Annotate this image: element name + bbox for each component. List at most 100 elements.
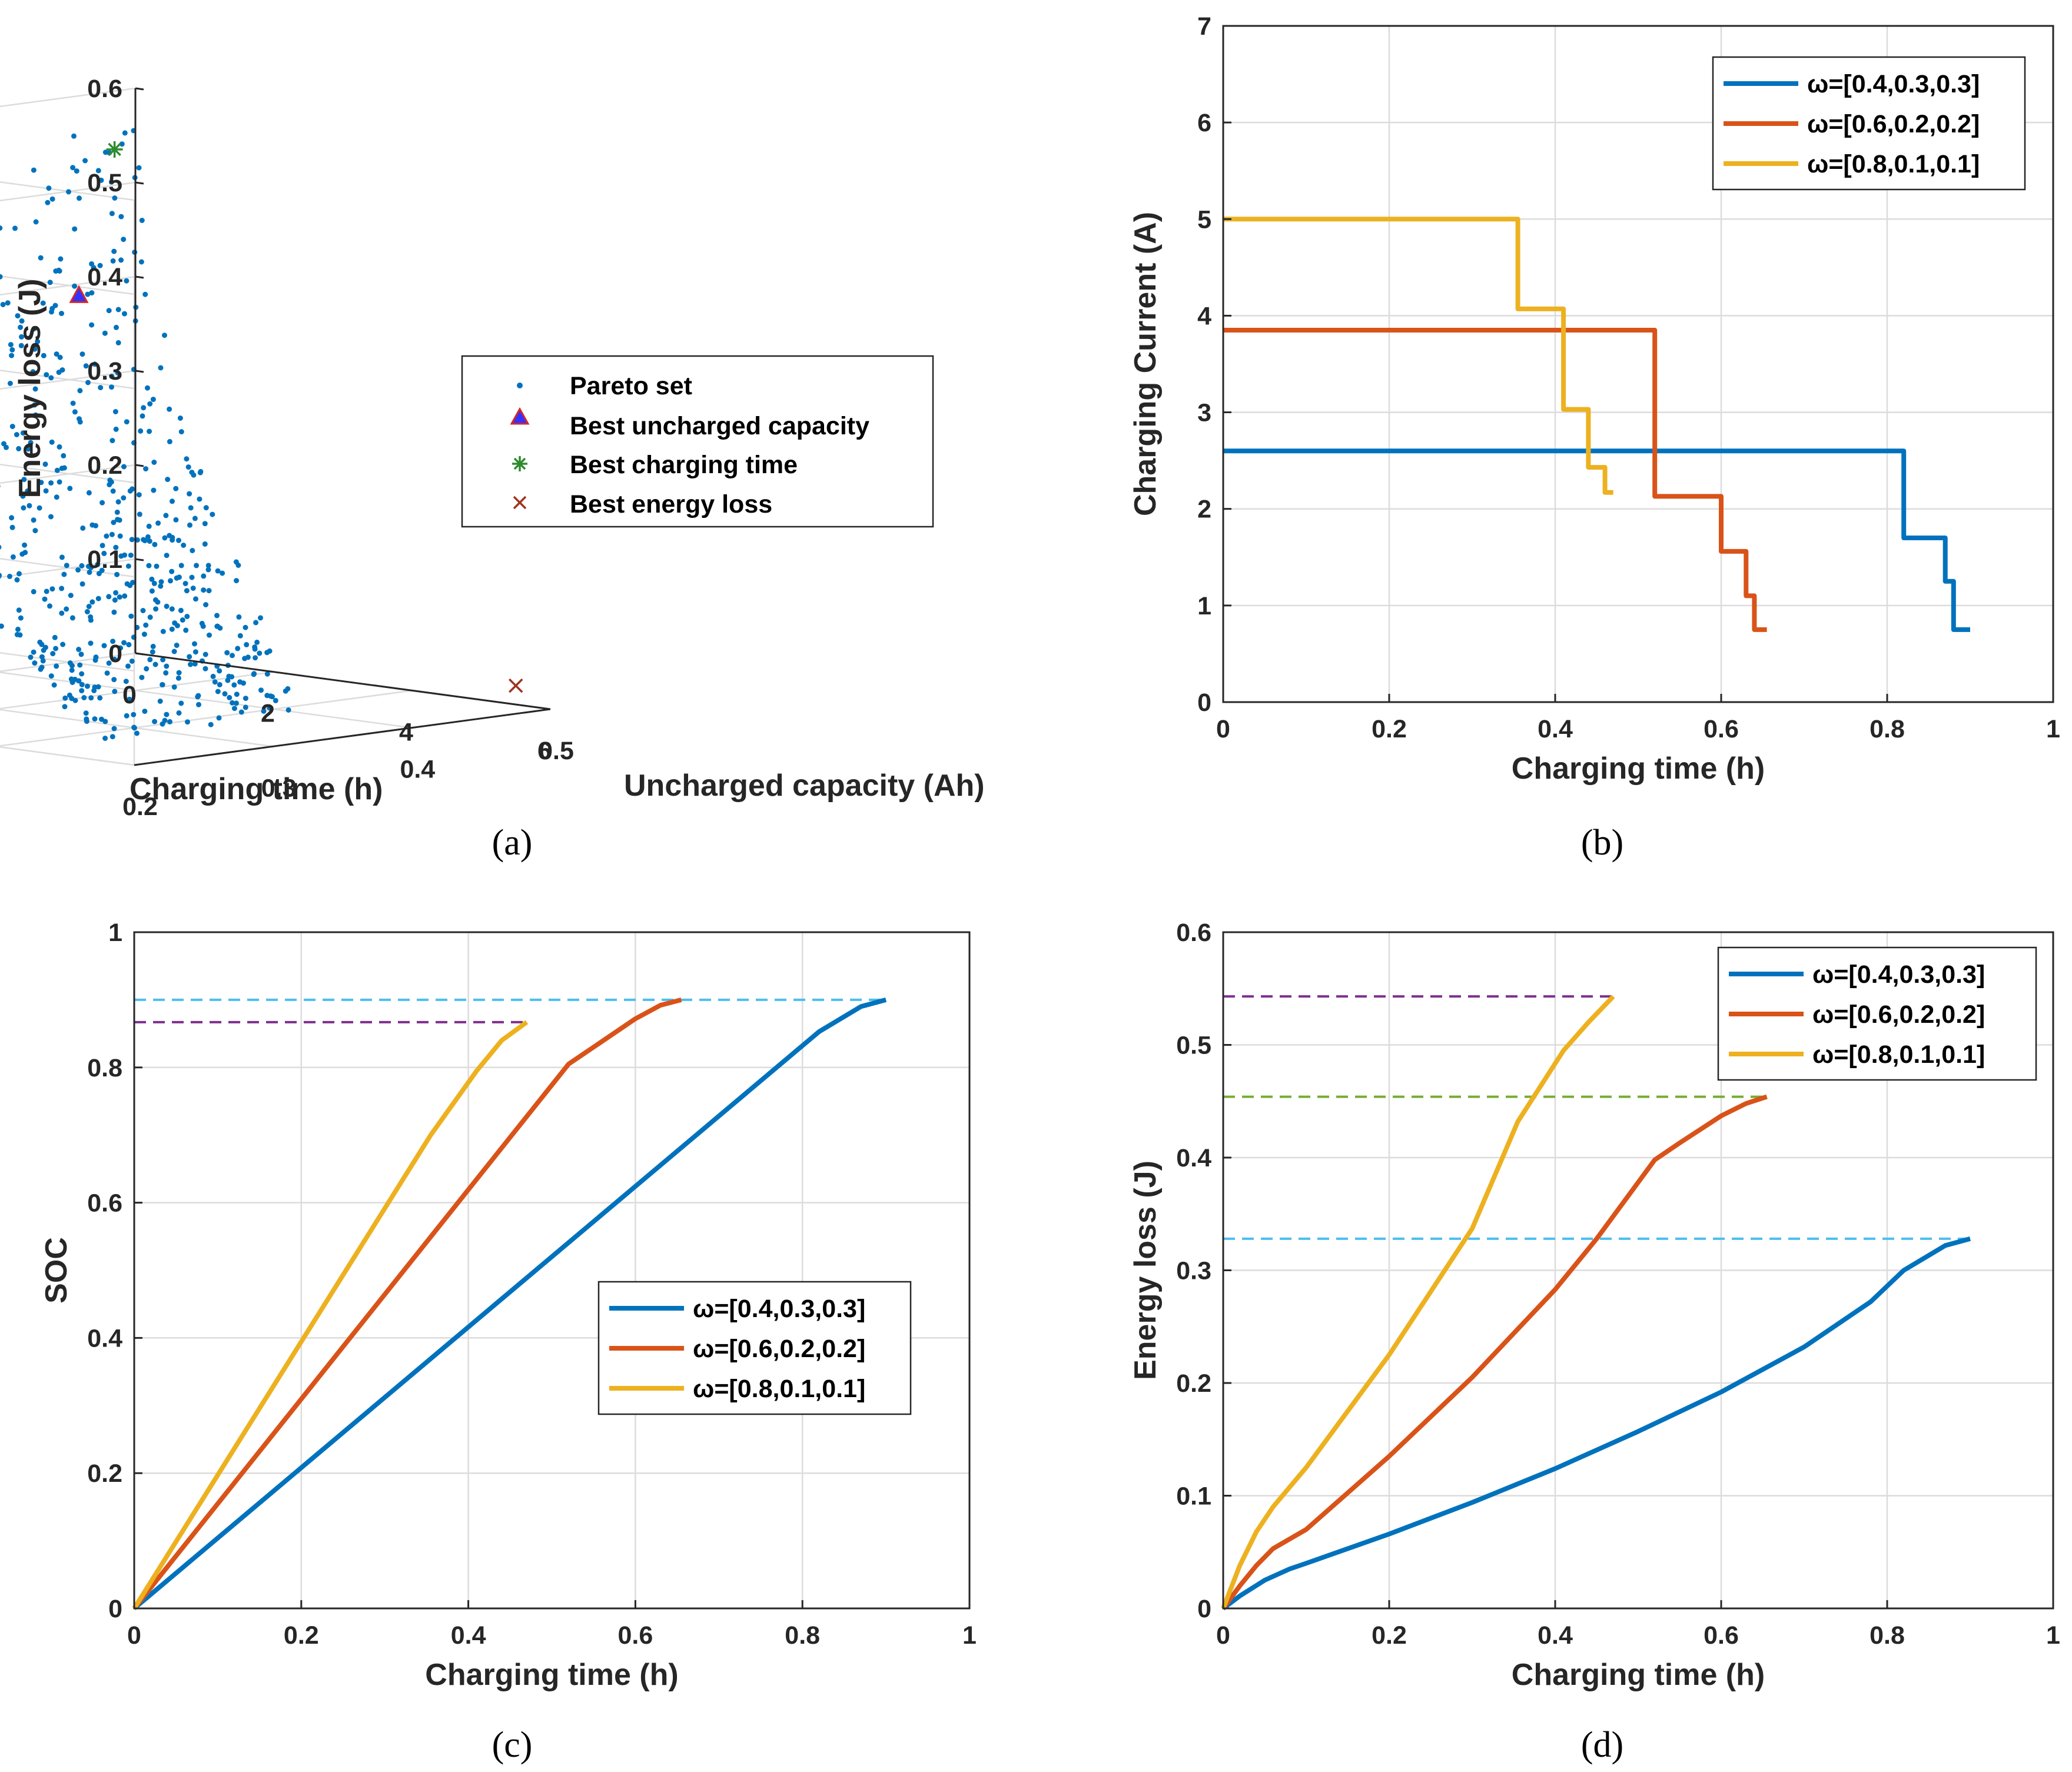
b-legend-entry-blue: ω=[0.4,0.3,0.3] [1807,70,1980,98]
legend-triangle-icon [510,407,530,425]
pareto-point [61,465,67,471]
pareto-point [79,671,85,677]
pareto-point [25,446,31,452]
pareto-point [177,415,183,421]
a-x-tick-label: 6 [537,737,552,765]
pareto-point [141,631,147,637]
d-x-tick-label: 0.8 [1870,1621,1905,1650]
pareto-point [145,385,150,391]
pareto-point [95,561,101,567]
pareto-point [58,256,64,262]
pareto-point [115,307,121,312]
pareto-point [71,133,77,139]
pareto-point [72,697,78,703]
pareto-point [202,521,208,527]
best-energy-loss-marker [509,678,523,693]
c-series-blue [132,998,887,1611]
b-y-tick-label: 5 [1197,205,1211,234]
pareto-point [99,543,105,548]
pareto-point [234,700,239,706]
pareto-point [122,130,128,136]
pareto-point [106,308,112,314]
pareto-point [102,719,108,724]
pareto-point [85,380,91,385]
pareto-point [127,583,133,589]
pareto-point [0,274,3,280]
pareto-point [187,491,192,497]
pareto-point [164,712,170,717]
pareto-point [125,663,131,669]
pareto-point [16,607,22,613]
pareto-point [21,477,27,483]
pareto-point [77,388,83,394]
pareto-point [83,363,89,369]
pareto-point [132,725,137,731]
pareto-point [45,200,51,205]
pareto-point [14,432,19,437]
pareto-point [32,386,38,392]
pareto-point [50,651,56,657]
panel-a-y-tick-labels: 0.2 0.3 0.4 0.5 [122,737,574,821]
pareto-point [192,641,197,647]
pareto-point [15,313,21,319]
pareto-point [206,588,212,594]
pareto-point [85,291,91,297]
pareto-point [97,262,103,268]
pareto-point [173,517,179,523]
pareto-point [162,535,168,541]
b-y-tick-label: 2 [1197,496,1211,524]
pareto-point [47,603,52,609]
pareto-point [165,477,171,483]
pareto-point [53,646,59,651]
pareto-point [14,577,20,583]
panel-a-y-label: Uncharged capacity (Ah) [624,769,985,803]
pareto-point [102,330,108,336]
pareto-point [164,663,170,669]
pareto-point [212,679,218,685]
pareto-point [203,602,209,607]
pareto-point [67,486,73,491]
pareto-point [208,722,214,727]
pareto-point [57,354,63,360]
pareto-point [87,569,92,575]
pareto-point [215,689,221,694]
pareto-point [93,654,99,660]
pareto-point [109,438,115,444]
pareto-point [39,654,45,660]
legend-pareto-set: Pareto set [570,372,692,400]
pareto-point [20,430,26,436]
pareto-point [146,563,152,568]
pareto-point [185,719,190,725]
pareto-point [79,581,85,587]
b-x-axis-label: Charging time (h) [1512,752,1765,786]
pareto-point [97,695,103,701]
c-x-tick-label: 0.4 [451,1621,486,1650]
pareto-point [170,534,175,540]
pareto-point [46,185,52,191]
d-y-axis-label: Energy loss (J) [1128,1161,1163,1380]
pareto-point [147,538,152,544]
d-y-tick-label: 0.4 [1176,1144,1211,1172]
d-series-blue [1221,1236,1971,1611]
b-x-tick-label: 0.6 [1704,715,1739,743]
pareto-point [140,413,145,419]
pareto-point [112,689,118,694]
c-y-axis-label: SOC [39,1237,74,1304]
pareto-point [38,255,44,261]
b-series-orange [1223,328,1767,632]
b-y-tick-label: 7 [1197,12,1211,41]
pareto-point [231,682,237,688]
pareto-point [136,492,142,498]
pareto-point [16,571,22,577]
pareto-point [101,550,107,556]
pareto-point [76,647,82,652]
pareto-point [18,615,24,621]
pareto-point [195,693,201,699]
pareto-point [77,416,82,422]
pareto-point [210,511,215,517]
pareto-point [147,428,152,434]
a-z-tick-label: 0.1 [87,546,122,574]
pareto-point [57,479,62,485]
pareto-point [77,195,82,201]
pareto-point [114,571,120,577]
